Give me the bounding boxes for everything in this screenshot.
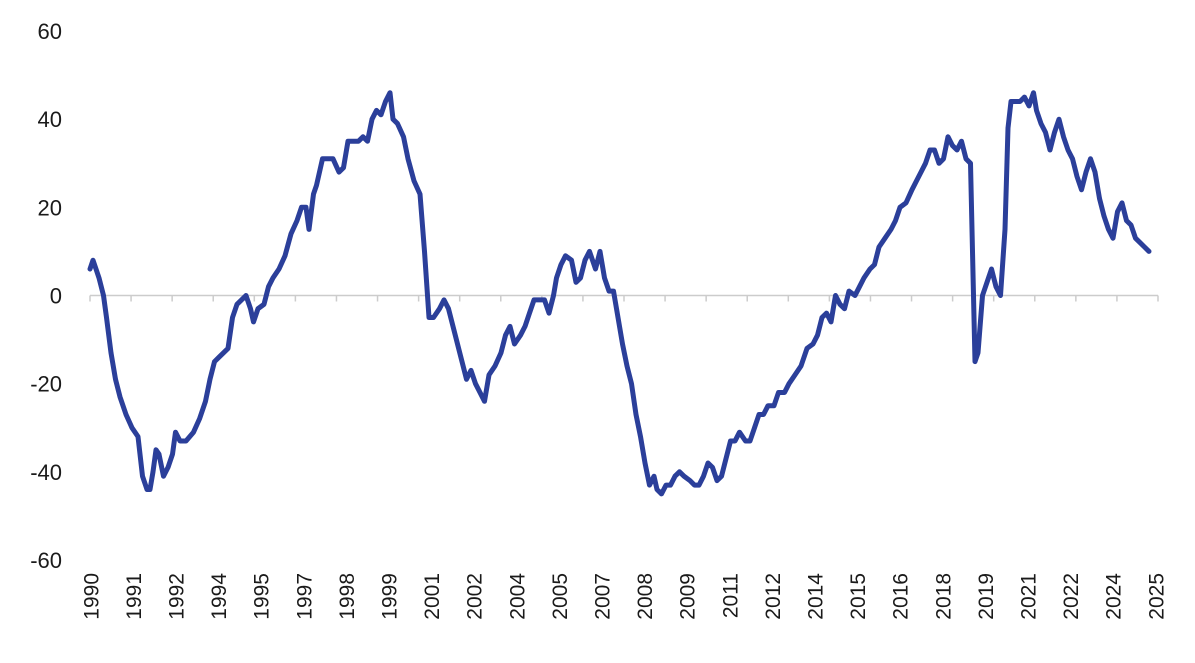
x-tick-label: 2015 <box>847 573 870 620</box>
x-tick-label: 1998 <box>336 573 359 620</box>
x-tick-label: 2007 <box>592 573 615 620</box>
plot-area <box>87 90 1152 497</box>
y-tick-label: -40 <box>30 460 62 485</box>
x-tick-label: 2012 <box>762 573 785 620</box>
y-tick-label: -20 <box>30 372 62 397</box>
x-tick-label: 2009 <box>677 573 700 620</box>
x-tick-label: 1990 <box>80 573 103 620</box>
x-tick-label: 2021 <box>1018 573 1041 620</box>
x-tick-label: 1992 <box>166 573 189 620</box>
x-tick-label: 2022 <box>1060 573 1083 620</box>
x-axis: 1990 1991 1992 1994 1995 1997 1998 1999 2001 2002… <box>80 294 1168 620</box>
x-tick-label: 1997 <box>293 573 316 620</box>
x-tick-label: 2008 <box>634 573 657 620</box>
x-tick-label: 2018 <box>932 573 955 620</box>
x-tick-label: 2024 <box>1103 573 1126 620</box>
y-tick-label: 0 <box>50 284 62 309</box>
x-tick-label: 2019 <box>975 573 998 620</box>
x-tick-label: 2001 <box>421 573 444 620</box>
x-tick-label: 2011 <box>719 573 742 618</box>
x-tick-label: 2014 <box>805 573 828 620</box>
x-tick-label: 1995 <box>251 573 274 620</box>
y-axis: 60 40 20 0 -20 -40 -60 <box>30 19 62 573</box>
series-line <box>87 90 1152 497</box>
y-tick-label: -60 <box>30 548 62 573</box>
x-tick-label: 1991 <box>123 573 146 620</box>
x-tick-label: 2004 <box>506 573 529 620</box>
x-tick-label: 2002 <box>464 573 487 620</box>
x-tick-label: 1994 <box>208 573 231 620</box>
x-tick-label: 2005 <box>549 573 572 620</box>
x-tick-label: 1999 <box>379 573 402 620</box>
y-tick-label: 20 <box>38 195 62 220</box>
x-tick-label: 2025 <box>1145 573 1168 620</box>
y-tick-label: 60 <box>38 19 62 44</box>
x-tick-label: 2016 <box>890 573 913 620</box>
y-tick-label: 40 <box>38 107 62 132</box>
